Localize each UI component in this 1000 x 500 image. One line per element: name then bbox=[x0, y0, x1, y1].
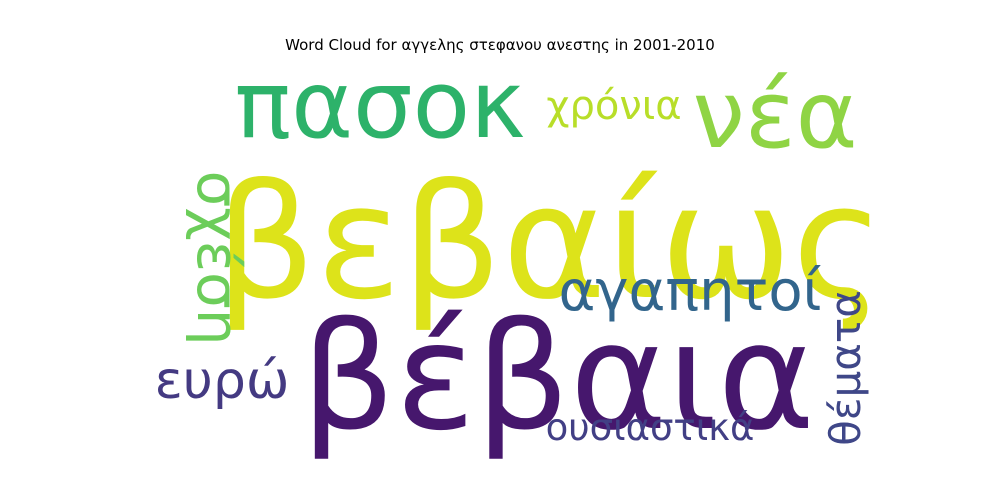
word-6: σχέση bbox=[184, 170, 252, 345]
word-1: βεβαίως bbox=[215, 151, 885, 335]
chart-title: Word Cloud for αγγελης στεφανου ανεστης … bbox=[285, 36, 715, 54]
word-4: νέα bbox=[692, 61, 857, 170]
word-10: ουσιαστικά bbox=[546, 406, 755, 449]
word-8: θέματα bbox=[821, 290, 870, 446]
word-2: βέβαια bbox=[301, 291, 815, 463]
word-7: ευρώ bbox=[155, 351, 290, 411]
word-5: αγαπητοί bbox=[558, 259, 821, 324]
word-9: χρόνια bbox=[546, 83, 681, 129]
word-3: πασοκ bbox=[234, 51, 525, 160]
